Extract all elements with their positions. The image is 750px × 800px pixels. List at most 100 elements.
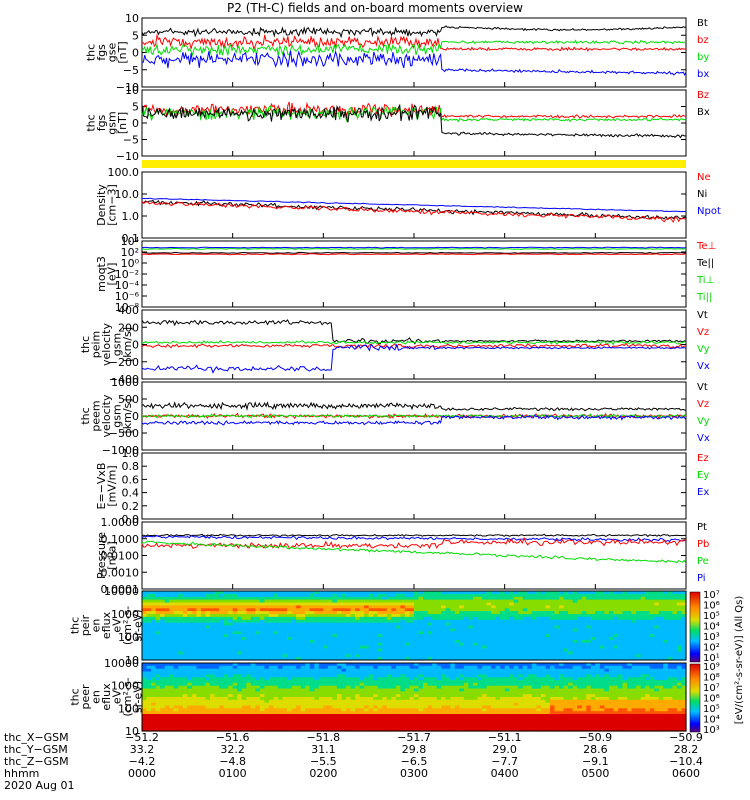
axis-label: E=−VxB (95, 463, 108, 510)
ytick-label: 5 (132, 101, 139, 114)
ytick-label: −200 (109, 356, 139, 369)
axis-label: [km/s] (121, 398, 134, 433)
ytick-label: 100 (118, 702, 139, 715)
Vy-i-trace (141, 339, 687, 346)
ytick-label: 1000 (111, 376, 139, 389)
ytick-label: 200 (118, 321, 139, 334)
Vy-e-trace (141, 413, 687, 419)
footer-value: −4.8 (219, 755, 246, 768)
axis-label: Pressure (95, 532, 108, 579)
Npot-trace (141, 197, 687, 213)
footer-value: 0600 (672, 767, 700, 780)
legend-entry: Ez (697, 453, 709, 464)
axis-label: thc (84, 114, 97, 131)
page-title: P2 (TH-C) fields and on-board moments ov… (227, 1, 523, 15)
footer-row-label: thc_Z−GSM (4, 755, 69, 768)
Bt-trace (141, 25, 687, 39)
flag-bar (142, 160, 686, 168)
axis-label: eflux (100, 611, 113, 639)
ytick-label: 10 (125, 12, 139, 25)
legend-entry: Vy (697, 344, 710, 355)
footer-row-label: hhmm (4, 767, 39, 780)
axis-label: (cm²-s- (121, 606, 134, 645)
legend-entry: Vx (697, 361, 710, 372)
ytick-label: 10 (125, 84, 139, 97)
ytick-label: 5 (132, 29, 139, 42)
colorbar-tick: 10⁶ (703, 694, 720, 705)
axis-label: [mV/m] (105, 465, 118, 506)
axis-label: thc (79, 407, 92, 424)
legend-entry: Pb (697, 539, 709, 550)
footer-value: 29.0 (492, 743, 517, 756)
Bx-trace (141, 103, 687, 139)
ytick-label: 10⁻² (115, 268, 139, 281)
footer-value: −10.4 (669, 755, 703, 768)
axis-label: [km/s] (121, 327, 134, 362)
legend-entry: by (697, 52, 709, 63)
legend-entry: Ey (697, 470, 709, 481)
colorbar-label: [eV/(cm²-s-sr-eV)] (All Qs) (734, 596, 745, 725)
footer-value: −51.7 (397, 731, 431, 744)
legend-entry: Vt (697, 310, 708, 321)
bx-trace (141, 49, 687, 76)
ytick-label: 400 (118, 304, 139, 317)
Pb-trace (141, 537, 687, 550)
legend-entry: Vt (697, 382, 708, 393)
axis-label: peim (90, 331, 103, 359)
panel-frame-pressure (141, 521, 687, 590)
footer-value: −5.5 (310, 755, 337, 768)
footer-value: 29.8 (402, 743, 427, 756)
ytick-label: 10000 (104, 585, 139, 598)
ytick-label: 0 (132, 47, 139, 60)
ytick-label: 1000 (111, 608, 139, 621)
legend-entry: bz (697, 35, 709, 46)
ytick-label: −10 (116, 81, 139, 94)
axis-label: [eV] (105, 263, 118, 286)
Ti-par-trace (141, 247, 687, 250)
Ti-trace (141, 246, 687, 249)
Pt-trace (141, 533, 687, 538)
panel-frame-temp (141, 240, 687, 308)
ytick-label: 0.6 (122, 473, 140, 486)
legend-entry: Ne (697, 172, 711, 183)
axis-label: gsm (111, 404, 124, 427)
axis-label: gsm (105, 111, 118, 134)
colorbar-tick: 10⁷ (703, 683, 720, 694)
legend-entry: Ni (697, 189, 707, 200)
footer-date: 2020 Aug 01 (4, 779, 74, 792)
ytick-label: 10⁻⁸ (115, 301, 140, 314)
footer-value: 32.2 (220, 743, 245, 756)
ytick-label: 10⁴ (121, 235, 140, 248)
legend-entry: Vy (697, 416, 710, 427)
panel-frame-exb (141, 452, 687, 520)
footer-value: −51.6 (216, 731, 250, 744)
legend-entry: Bx (697, 107, 710, 118)
ytick-label: 0.0001 (101, 583, 140, 596)
colorbar-tick: 10⁵ (703, 611, 720, 622)
ytick-label: 10000 (104, 657, 139, 670)
axis-label: velocity (100, 394, 113, 437)
legend-entry: Bz (697, 90, 709, 101)
Vx-i-trace (141, 343, 687, 374)
footer-value: 0400 (491, 767, 519, 780)
ytick-label: −5 (123, 134, 139, 147)
Vt-e-trace (141, 401, 687, 412)
ytick-label: 10 (125, 725, 139, 738)
axis-label: sr-eV) (132, 681, 145, 713)
footer-value: −7.7 (491, 755, 518, 768)
axis-label: eV (111, 618, 124, 633)
Pe-trace (141, 540, 687, 564)
ytick-label: 0 (132, 339, 139, 352)
axis-label: eflux (100, 683, 113, 711)
footer-value: 0500 (581, 767, 609, 780)
legend-entry: Ex (697, 487, 709, 498)
ytick-label: 0.4 (122, 487, 140, 500)
colorbar-tick: 10⁴ (703, 715, 720, 726)
axis-label: moqt3 (95, 256, 108, 292)
colorbar-tick: 10⁷ (703, 590, 720, 601)
ytick-label: 1.0 (122, 447, 140, 460)
Vz-i-trace (141, 342, 687, 350)
ytick-label: −400 (109, 373, 139, 386)
ytick-label: −500 (109, 427, 139, 440)
